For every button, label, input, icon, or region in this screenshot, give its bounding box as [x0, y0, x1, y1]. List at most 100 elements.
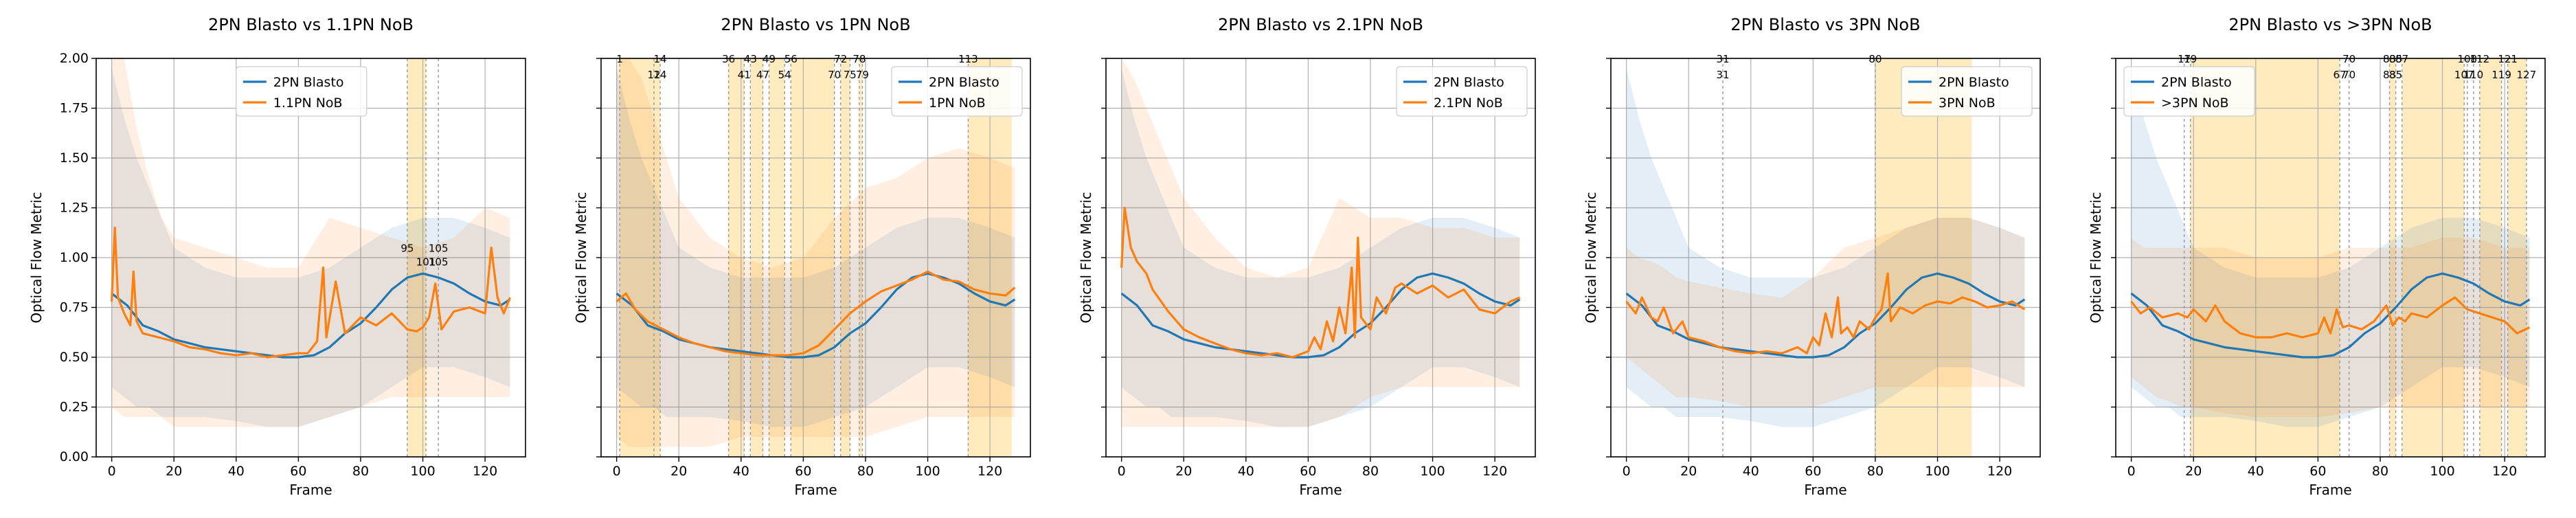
- chart-title: 2PN Blasto vs >3PN NoB: [2228, 15, 2432, 34]
- y-tick-label: 1.75: [60, 101, 89, 116]
- chart-title: 2PN Blasto vs 2.1PN NoB: [1218, 15, 1423, 34]
- x-tick-label: 20: [1680, 464, 1697, 479]
- std-band-other: [1121, 58, 1520, 427]
- x-tick-label: 80: [2372, 464, 2388, 479]
- legend-box: [236, 66, 368, 117]
- marker-label: 70: [828, 69, 841, 81]
- legend-label: 1.1PN NoB: [273, 95, 343, 111]
- x-tick-label: 20: [2185, 464, 2202, 479]
- marker-label: 95: [400, 242, 414, 254]
- legend-label: 1PN NoB: [929, 95, 986, 111]
- legend-label: 2.1PN NoB: [1434, 95, 1503, 111]
- x-axis-label: Frame: [1299, 482, 1342, 498]
- y-tick-label: 0.50: [60, 350, 89, 365]
- legend-box: [891, 66, 1023, 117]
- x-tick-label: 100: [1925, 464, 1950, 479]
- std-band-blasto: [1626, 68, 2025, 427]
- x-tick-label: 40: [2248, 464, 2264, 479]
- legend-label: 3PN NoB: [1939, 95, 1996, 111]
- legend: 2PN Blasto 3PN NoB: [1901, 66, 2033, 117]
- marker-label: 79: [856, 69, 869, 81]
- legend-label: 2PN Blasto: [929, 75, 999, 90]
- legend-box: [1396, 66, 1528, 117]
- marker-label: 127: [2517, 69, 2537, 81]
- std-band-other: [2131, 238, 2530, 417]
- x-tick-label: 100: [410, 464, 435, 479]
- y-tick-label: 1.25: [60, 201, 89, 216]
- marker-label: 14: [654, 69, 667, 81]
- std-band-other: [111, 58, 510, 427]
- series-line-other: [111, 226, 511, 359]
- series-line-blasto: [1120, 272, 1521, 359]
- x-tick-label: 40: [1238, 464, 1254, 479]
- marker-label: 101: [416, 256, 436, 269]
- y-tick-label: 0.75: [60, 300, 89, 315]
- x-tick-label: 100: [2430, 464, 2454, 479]
- marker-label: 107: [2454, 69, 2474, 81]
- y-axis-label: Optical Flow Metric: [1583, 192, 1599, 323]
- y-axis-label: Optical Flow Metric: [1078, 192, 1094, 323]
- x-tick-label: 20: [670, 464, 687, 479]
- legend-box: [1901, 66, 2033, 117]
- legend: 2PN Blasto 2.1PN NoB: [1396, 66, 1528, 117]
- std-band-blasto: [2131, 68, 2530, 427]
- std-band-blasto: [616, 68, 1015, 427]
- marker-label: 75: [844, 69, 857, 81]
- legend-label: 2PN Blasto: [273, 75, 344, 90]
- x-tick-label: 60: [1300, 464, 1316, 479]
- x-tick-label: 60: [2309, 464, 2326, 479]
- y-tick-label: 1.00: [60, 250, 89, 265]
- legend: 2PN Blasto 1.1PN NoB: [236, 66, 368, 117]
- x-tick-label: 60: [290, 464, 306, 479]
- x-tick-label: 40: [733, 464, 749, 479]
- x-tick-label: 80: [857, 464, 874, 479]
- series-line-blasto: [2130, 272, 2531, 359]
- series-line-blasto: [1625, 272, 2026, 359]
- x-axis-label: Frame: [2309, 482, 2351, 498]
- legend: 2PN Blasto 1PN NoB: [891, 66, 1023, 117]
- x-tick-label: 40: [228, 464, 245, 479]
- marker-label: 105: [429, 242, 449, 254]
- legend: 2PN Blasto >3PN NoB: [2123, 66, 2255, 117]
- x-tick-label: 120: [1482, 464, 1507, 479]
- x-tick-label: 20: [1175, 464, 1192, 479]
- marker-label: 119: [2492, 69, 2511, 81]
- x-tick-label: 100: [915, 464, 940, 479]
- x-tick-label: 0: [613, 464, 621, 479]
- x-tick-label: 40: [1743, 464, 1759, 479]
- series-line-other: [1120, 206, 1521, 359]
- y-tick-label: 1.50: [60, 150, 89, 166]
- y-tick-label: 0.00: [60, 449, 89, 464]
- marker-label: 110: [2464, 69, 2484, 81]
- x-tick-label: 120: [473, 464, 497, 479]
- marker-label: 31: [1716, 69, 1729, 81]
- legend-label: 2PN Blasto: [2161, 75, 2232, 90]
- legend-box: [2123, 66, 2255, 117]
- chart-title: 2PN Blasto vs 1.1PN NoB: [208, 15, 414, 34]
- legend-label: 2PN Blasto: [1939, 75, 2009, 90]
- x-tick-label: 80: [1362, 464, 1379, 479]
- marker-label: 41: [738, 69, 751, 81]
- x-axis-label: Frame: [289, 482, 332, 498]
- x-tick-label: 100: [1420, 464, 1445, 479]
- x-tick-label: 60: [1805, 464, 1821, 479]
- chart-title: 2PN Blasto vs 1PN NoB: [721, 15, 910, 34]
- x-axis-label: Frame: [1804, 482, 1846, 498]
- marker-label: 85: [2389, 69, 2402, 81]
- chart-title: 2PN Blasto vs 3PN NoB: [1730, 15, 1920, 34]
- x-tick-label: 60: [795, 464, 811, 479]
- x-tick-label: 80: [1867, 464, 1884, 479]
- x-axis-label: Frame: [794, 482, 837, 498]
- marker-label: 47: [756, 69, 769, 81]
- std-band-blasto: [111, 68, 510, 427]
- series-line-other: [615, 270, 1016, 357]
- series-line-blasto: [111, 272, 511, 359]
- x-tick-label: 120: [2492, 464, 2517, 479]
- marker-label: 54: [778, 69, 791, 81]
